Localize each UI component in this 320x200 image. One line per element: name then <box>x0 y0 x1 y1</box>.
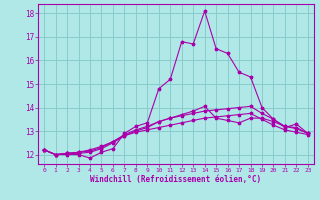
X-axis label: Windchill (Refroidissement éolien,°C): Windchill (Refroidissement éolien,°C) <box>91 175 261 184</box>
